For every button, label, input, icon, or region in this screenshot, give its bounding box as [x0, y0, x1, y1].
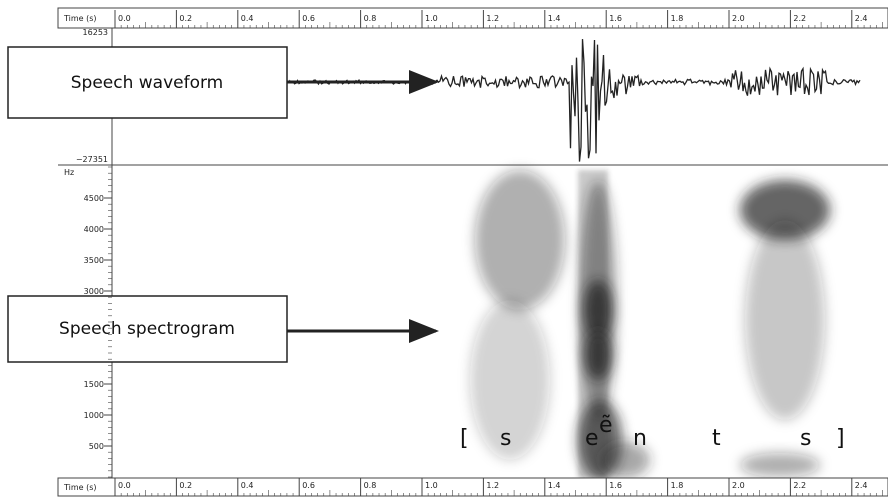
time-tick-label: 1.2 [486, 14, 499, 23]
hz-unit: Hz [64, 168, 74, 177]
time-tick-label: 0.6 [302, 481, 315, 490]
time-tick-label: 2.0 [732, 14, 745, 23]
time-tick-label: 0.8 [364, 481, 377, 490]
time-tick-label: 0.0 [118, 481, 131, 490]
time-tick-label: 0.2 [179, 14, 192, 23]
time-tick-label: 1.6 [609, 481, 622, 490]
hz-tick-label: 500 [89, 442, 104, 451]
phonetic-symbol: e [585, 426, 599, 451]
time-tick-label: 1.6 [609, 14, 622, 23]
waveform [289, 39, 861, 162]
time-tick-label: 2.4 [855, 481, 868, 490]
callout-text: Speech waveform [71, 73, 224, 93]
time-tick-label: 0.2 [179, 481, 192, 490]
time-tick-label: 1.0 [425, 14, 438, 23]
time-tick-label: 2.2 [793, 481, 806, 490]
time-tick-label: 1.4 [548, 14, 561, 23]
time-ruler-bottom [57, 477, 888, 497]
hz-tick-label: 3000 [84, 287, 104, 296]
time-tick-label: 0.8 [364, 14, 377, 23]
hz-tick-label: 1000 [84, 411, 104, 420]
spectrogram-image [469, 170, 844, 480]
phonetic-symbol: s [800, 426, 811, 451]
callout-text: Speech spectrogram [59, 319, 235, 339]
time-tick-label: 0.4 [241, 14, 254, 23]
callout-box [7, 295, 288, 363]
phonetic-symbol: [ [460, 426, 469, 451]
callout-box [7, 46, 288, 119]
time-tick-label: 2.0 [732, 481, 745, 490]
time-ruler-top [57, 7, 888, 29]
spectral-energy [600, 442, 650, 478]
time-tick-label: 2.2 [793, 14, 806, 23]
amplitude-min: −27351 [76, 155, 108, 164]
time-tick-label: 1.2 [486, 481, 499, 490]
time-tick-label: 0.0 [118, 14, 131, 23]
burst [578, 170, 608, 478]
phonetic-symbol: ] [836, 426, 845, 451]
hz-tick-label: 1500 [84, 380, 104, 389]
hz-tick-label: 4500 [84, 194, 104, 203]
amplitude-max: 16253 [83, 28, 108, 37]
hz-tick-label: 3500 [84, 256, 104, 265]
time-label: Time (s) [63, 14, 97, 23]
time-tick-label: 1.4 [548, 481, 561, 490]
time-tick-label: 0.4 [241, 481, 254, 490]
phonetic-symbol: s [500, 426, 511, 451]
phonetic-symbol: n [633, 426, 647, 451]
time-tick-label: 0.6 [302, 14, 315, 23]
time-tick-label: 1.8 [671, 14, 684, 23]
time-tick-label: 2.4 [855, 14, 868, 23]
time-tick-label: 1.8 [671, 481, 684, 490]
time-tick-label: 1.0 [425, 481, 438, 490]
phonetic-symbol: t [712, 426, 721, 451]
time-label: Time (s) [63, 483, 97, 492]
hz-tick-label: 4000 [84, 225, 104, 234]
phonetic-superscript: ẽ [599, 413, 613, 438]
